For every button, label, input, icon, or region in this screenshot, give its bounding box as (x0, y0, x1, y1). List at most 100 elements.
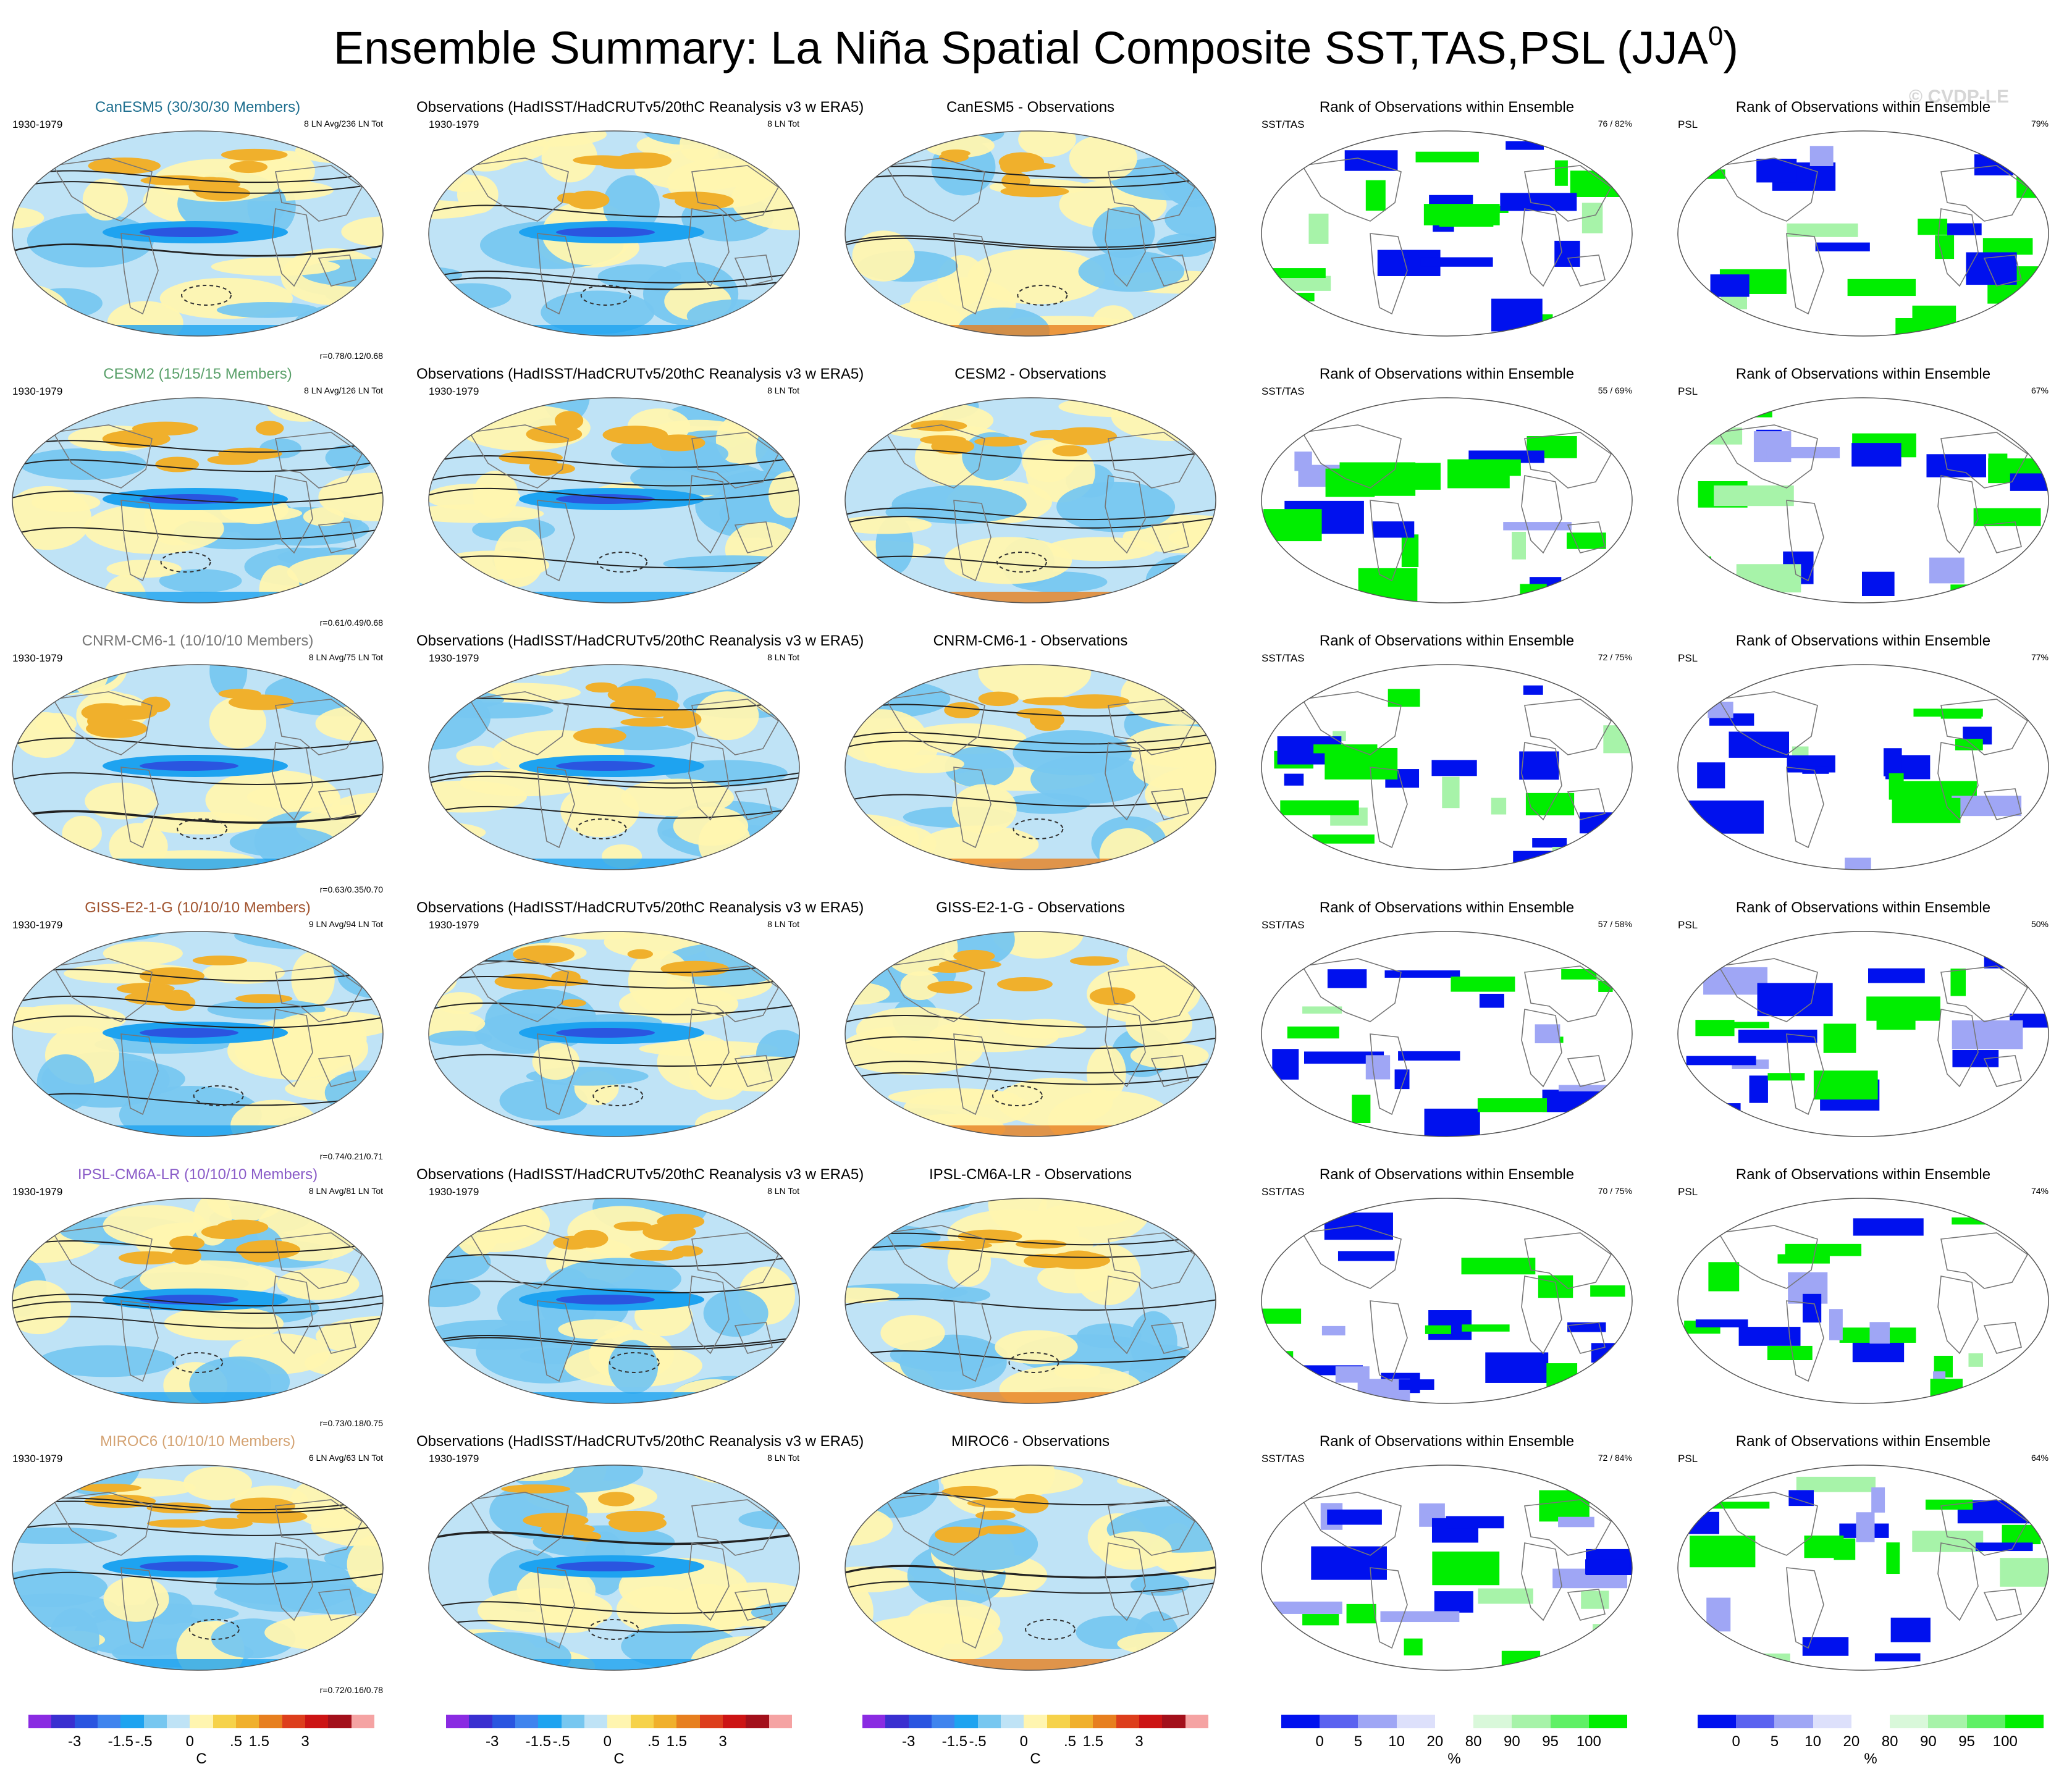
continent-outline (953, 233, 992, 315)
anomaly-blob (906, 723, 1027, 754)
anomaly-blob (1045, 537, 1157, 561)
continent-outline (468, 958, 569, 1022)
rank-region (1714, 485, 1794, 506)
obs-map (428, 1465, 800, 1671)
psl-panel-title: Rank of Observations within Ensemble (1735, 899, 1991, 916)
panel-rank-1: Rank of Observations within Ensemble SST/… (1249, 99, 1645, 366)
rank-region (1358, 568, 1418, 602)
continent-outline (734, 1055, 773, 1087)
continent-outline (1983, 254, 2022, 287)
anomaly-blob (12, 1006, 51, 1023)
rank-region (1523, 685, 1543, 695)
continent-outline (1150, 521, 1189, 553)
warm-anomaly (218, 689, 261, 699)
rank-region (1874, 1653, 1921, 1662)
rank-region (1682, 169, 1725, 179)
obs-panel-title: Observations (HadISST/HadCRUTv5/20thC Re… (416, 99, 864, 116)
map-field (1678, 1198, 2049, 1403)
diff-map (844, 397, 1216, 603)
colorbar-swatch (1070, 1715, 1093, 1728)
anomaly-blob (429, 504, 544, 523)
psl-panel-right-label: 64% (2031, 1453, 2049, 1463)
continent-outline (537, 1033, 575, 1116)
panel-model-6: MIROC6 (10/10/10 Members) 1930-1979 6 LN A… (0, 1433, 395, 1700)
negative-psl-contour (588, 1619, 639, 1640)
psl-map (1677, 664, 2049, 870)
anomaly-blob (680, 131, 720, 162)
anomaly-blob (845, 848, 922, 870)
colorbar-swatch (167, 1715, 190, 1728)
anomaly-blob (944, 537, 1072, 584)
continent-outline (1786, 767, 1824, 849)
psl-contour (12, 243, 383, 256)
warm-anomaly (1022, 697, 1090, 705)
continent-outline (1370, 767, 1408, 849)
anomaly-blob (945, 746, 1014, 788)
negative-psl-contour (1017, 285, 1068, 306)
rank-region (1984, 944, 2049, 969)
map-field (845, 131, 1216, 336)
colorbar-swatch (469, 1715, 493, 1728)
rank-region (1302, 1614, 1339, 1626)
pattern-correlation: r=0.63/0.35/0.70 (319, 885, 383, 894)
model-map (12, 664, 384, 870)
continent-outline (1150, 1589, 1189, 1621)
rank-region (1532, 838, 1567, 848)
warm-anomaly (944, 702, 980, 718)
anomaly-blob (38, 1345, 177, 1377)
anomaly-blob (429, 1030, 492, 1046)
map-field (429, 1198, 799, 1403)
rank-region (1952, 1020, 2023, 1049)
rank-region (1491, 298, 1543, 332)
rank-region (1992, 1372, 2049, 1390)
anomaly-blob (657, 1033, 738, 1091)
rank-region (1701, 1502, 1770, 1509)
warm-anomaly (660, 960, 730, 977)
anomaly-blob (429, 200, 484, 219)
rank-region (1708, 702, 1733, 718)
rank-panel-left-label: SST/TAS (1261, 385, 1305, 397)
map-field (12, 131, 383, 336)
rank-region (1280, 800, 1359, 815)
continent-outline (1940, 432, 2029, 489)
la-nina-cold-core (556, 1028, 655, 1038)
psl-contour (12, 995, 383, 1009)
colorbar-swatch (908, 1715, 932, 1728)
colorbar-swatch (1736, 1715, 1775, 1728)
colorbar-tick-label: 20 (1843, 1733, 1860, 1750)
rank-region (1276, 1351, 1294, 1369)
continent-outline (691, 165, 780, 222)
colorbar-swatch (607, 1715, 631, 1728)
rank-region (1554, 160, 1568, 186)
colorbar-swatch (98, 1715, 121, 1728)
rank-region (1337, 1251, 1395, 1261)
rank-region (1299, 592, 1370, 603)
rank-panel-title: Rank of Observations within Ensemble (1319, 1166, 1575, 1183)
obs-map (428, 130, 800, 337)
colorbar-tick-label: 10 (1388, 1733, 1405, 1750)
rank-region (1892, 797, 1961, 823)
continent-outline (1937, 1276, 1979, 1355)
warm-anomaly (651, 434, 705, 452)
obs-map (428, 664, 800, 870)
anomaly-blob (870, 401, 994, 439)
rank-map (1261, 664, 1633, 870)
obs-panel-right-label: 8 LN Tot (767, 919, 799, 929)
rank-region (1851, 443, 1901, 467)
panel-obs-1: Observations (HadISST/HadCRUTv5/20thC Re… (416, 99, 864, 366)
warm-anomaly (551, 970, 581, 984)
continent-outline (1567, 521, 1606, 553)
anomaly-blob (441, 174, 486, 193)
map-border (844, 931, 1216, 1137)
anomaly-blob (1156, 233, 1214, 257)
la-nina-cold-core (556, 494, 655, 504)
rank-region (1500, 193, 1577, 211)
anomaly-blob (12, 207, 44, 229)
continent-outline (688, 208, 730, 287)
map-background (1678, 1465, 2049, 1670)
anomaly-blob (1092, 305, 1135, 336)
continent-outline (885, 158, 985, 222)
colorbar-swatch (630, 1715, 654, 1728)
anomaly-blob (995, 1330, 1078, 1364)
continent-outline (1940, 965, 2029, 1022)
